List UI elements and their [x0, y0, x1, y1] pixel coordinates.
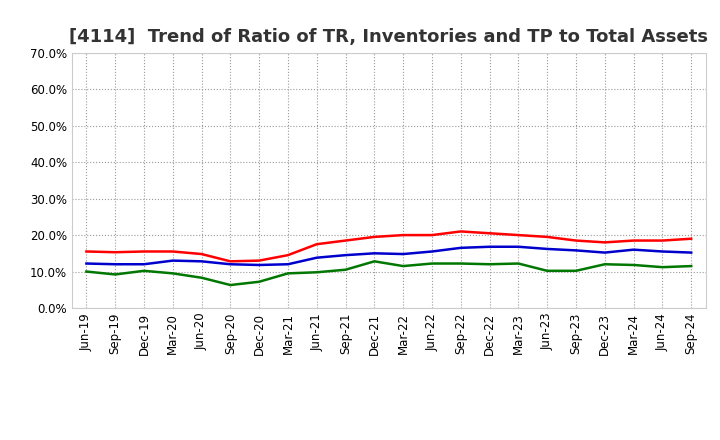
- Inventories: [370, 251, 379, 256]
- Inventories: [600, 250, 609, 255]
- Trade Receivables: [341, 238, 350, 243]
- Inventories: [629, 247, 638, 252]
- Trade Payables: [168, 271, 177, 276]
- Trade Receivables: [255, 258, 264, 263]
- Inventories: [197, 259, 206, 264]
- Trade Payables: [312, 270, 321, 275]
- Trade Payables: [226, 282, 235, 288]
- Trade Payables: [111, 272, 120, 277]
- Trade Receivables: [312, 242, 321, 247]
- Trade Receivables: [284, 253, 292, 258]
- Inventories: [341, 253, 350, 258]
- Trade Receivables: [140, 249, 148, 254]
- Inventories: [399, 251, 408, 257]
- Inventories: [255, 262, 264, 268]
- Trade Receivables: [600, 240, 609, 245]
- Trade Payables: [197, 275, 206, 280]
- Trade Payables: [82, 269, 91, 274]
- Trade Payables: [399, 264, 408, 269]
- Trade Receivables: [111, 249, 120, 255]
- Inventories: [82, 261, 91, 266]
- Inventories: [456, 245, 465, 250]
- Line: Trade Payables: Trade Payables: [86, 261, 691, 285]
- Trade Payables: [543, 268, 552, 273]
- Trade Receivables: [82, 249, 91, 254]
- Inventories: [284, 262, 292, 267]
- Trade Receivables: [543, 234, 552, 239]
- Trade Payables: [456, 261, 465, 266]
- Trade Receivables: [399, 232, 408, 238]
- Trade Receivables: [658, 238, 667, 243]
- Inventories: [111, 262, 120, 267]
- Trade Payables: [255, 279, 264, 284]
- Trade Payables: [428, 261, 436, 266]
- Trade Payables: [600, 262, 609, 267]
- Trade Payables: [572, 268, 580, 273]
- Inventories: [140, 262, 148, 267]
- Trade Payables: [284, 271, 292, 276]
- Inventories: [226, 262, 235, 267]
- Inventories: [168, 258, 177, 263]
- Trade Receivables: [168, 249, 177, 254]
- Title: [4114]  Trend of Ratio of TR, Inventories and TP to Total Assets: [4114] Trend of Ratio of TR, Inventories…: [69, 28, 708, 46]
- Inventories: [658, 249, 667, 254]
- Trade Receivables: [514, 232, 523, 238]
- Line: Inventories: Inventories: [86, 247, 691, 265]
- Trade Receivables: [456, 229, 465, 234]
- Inventories: [687, 250, 696, 255]
- Inventories: [485, 244, 494, 249]
- Trade Payables: [140, 268, 148, 273]
- Trade Receivables: [572, 238, 580, 243]
- Trade Receivables: [428, 232, 436, 238]
- Trade Payables: [341, 267, 350, 272]
- Line: Trade Receivables: Trade Receivables: [86, 231, 691, 261]
- Trade Payables: [658, 264, 667, 270]
- Trade Payables: [687, 264, 696, 269]
- Trade Payables: [370, 259, 379, 264]
- Inventories: [572, 248, 580, 253]
- Trade Receivables: [687, 236, 696, 242]
- Inventories: [514, 244, 523, 249]
- Inventories: [312, 255, 321, 260]
- Inventories: [543, 246, 552, 252]
- Inventories: [428, 249, 436, 254]
- Trade Receivables: [197, 251, 206, 257]
- Trade Payables: [514, 261, 523, 266]
- Trade Payables: [629, 262, 638, 268]
- Trade Payables: [485, 262, 494, 267]
- Trade Receivables: [629, 238, 638, 243]
- Trade Receivables: [370, 234, 379, 239]
- Trade Receivables: [485, 231, 494, 236]
- Trade Receivables: [226, 259, 235, 264]
